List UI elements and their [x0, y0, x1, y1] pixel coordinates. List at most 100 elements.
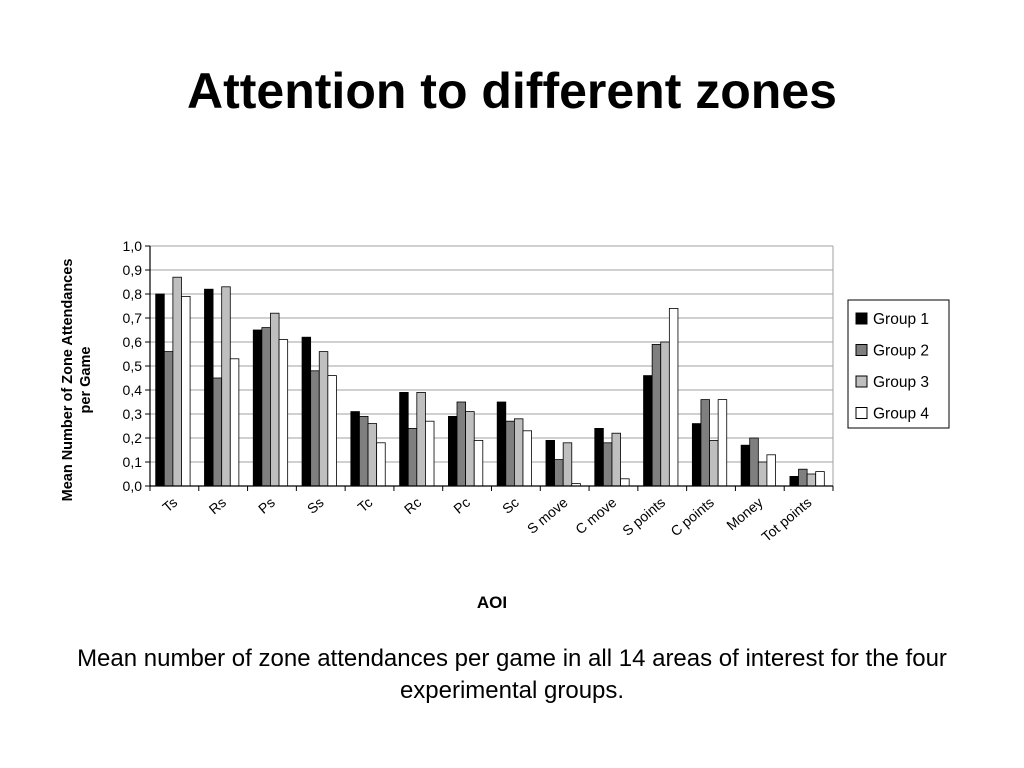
bar-group-1: [789, 475, 799, 487]
bar-group-3: [562, 442, 573, 487]
x-tick-label: S points: [619, 494, 668, 539]
bar-group-3: [367, 423, 378, 487]
y-tick-label: 0,9: [123, 262, 143, 278]
x-tick-label: Ps: [255, 494, 278, 517]
bar-group-1: [496, 401, 507, 487]
bar-chart: 0,0 0,1 0,2 0,3 0,4 0,5 0,6 0,7 0,8 0,9 1,0 Ts Rs Ps…: [60, 238, 950, 612]
bar-group-4: [181, 295, 191, 487]
bar-group-2: [749, 437, 759, 487]
bar-group-3: [172, 276, 182, 487]
bar-group-1: [594, 427, 604, 487]
y-tick-label: 0,2: [123, 430, 143, 446]
legend-label: Group 4: [873, 406, 929, 423]
bar-group-2: [407, 427, 418, 487]
bar-group-2: [359, 415, 369, 487]
y-tick-label: 1,0: [123, 238, 143, 254]
legend-label: Group 1: [873, 311, 929, 328]
bar-group-4: [278, 339, 289, 487]
bar-group-1: [545, 439, 555, 487]
chart-axes: [145, 245, 834, 491]
x-tick-label: Rs: [206, 494, 229, 517]
y-tick-label: 0,3: [123, 406, 143, 422]
y-tick-labels: 0,0 0,1 0,2 0,3 0,4 0,5 0,6 0,7 0,8 0,9 1,0: [123, 238, 143, 494]
bar-group-1: [252, 329, 263, 487]
legend-swatch: [855, 375, 868, 388]
bar-group-1: [399, 391, 409, 487]
bar-group-4: [327, 375, 337, 487]
legend-label: Group 2: [873, 343, 929, 360]
bar-group-3: [416, 391, 426, 487]
legend-swatch: [855, 344, 868, 356]
y-tick-label: 0,0: [123, 478, 143, 494]
bar-group-2: [163, 351, 174, 487]
y-tick-label: 0,7: [123, 310, 143, 326]
bar-group-1: [740, 444, 751, 487]
bar-group-2: [505, 420, 515, 487]
bar-group-3: [660, 341, 670, 487]
bar-group-2: [261, 327, 271, 487]
bar-group-2: [651, 343, 662, 487]
x-axis-label: AOI: [477, 593, 507, 612]
bar-group-4: [668, 307, 679, 487]
bar-group-4: [766, 454, 776, 487]
bar-group-4: [620, 478, 630, 487]
bar-group-1: [691, 423, 702, 487]
bar-group-3: [270, 312, 280, 487]
x-tick-label: C points: [667, 494, 717, 539]
slide-title: Attention to different zones: [187, 63, 837, 119]
y-tick-label: 0,4: [123, 382, 143, 398]
bar-group-4: [522, 430, 532, 487]
bar-group-3: [465, 411, 475, 487]
y-tick-label: 0,6: [123, 334, 143, 350]
bar-group-4: [815, 471, 825, 487]
bar-group-4: [425, 420, 435, 487]
bar-group-3: [709, 439, 719, 487]
legend-swatch: [855, 312, 868, 325]
slide-caption: Mean number of zone attendances per game…: [77, 645, 947, 704]
x-tick-label: Sc: [499, 494, 522, 517]
bar-group-2: [456, 401, 467, 487]
bar-group-1: [301, 336, 312, 487]
bar-group-3: [318, 351, 329, 487]
bar-group-3: [611, 432, 621, 487]
bar-group-2: [212, 377, 223, 487]
bar-group-1: [155, 293, 165, 487]
bar-group-3: [806, 473, 817, 487]
bar-group-3: [513, 418, 524, 487]
bar-group-4: [473, 439, 484, 487]
bar-group-1: [643, 375, 653, 487]
y-axis-label-line-2: per Game: [78, 347, 94, 414]
bar-group-2: [554, 459, 564, 487]
y-axis-label-line-1: Mean Number of Zone Attendances: [60, 259, 76, 502]
bar-group-2: [798, 468, 808, 487]
x-tick-labels: Ts Rs Ps Ss Tc Rc Pc Sc S move C move S points C po…: [159, 494, 814, 545]
x-tick-label: C move: [572, 494, 619, 537]
chart-gridlines: [150, 245, 834, 486]
bar-group-3: [757, 461, 768, 487]
y-tick-label: 0,1: [123, 454, 143, 470]
x-tick-label: Pc: [450, 494, 473, 517]
legend-label: Group 3: [873, 374, 929, 391]
x-tick-label: Ts: [159, 494, 180, 515]
x-tick-label: Tc: [354, 494, 375, 515]
bar-group-4: [229, 358, 240, 487]
bar-group-4: [717, 399, 728, 487]
y-tick-label: 0,8: [123, 286, 143, 302]
y-axis-label: Mean Number of Zone Attendances per Game: [60, 259, 94, 502]
bar-group-2: [700, 399, 710, 487]
bar-group-1: [350, 411, 360, 487]
bar-group-4: [376, 442, 386, 487]
bar-group-1: [448, 415, 458, 487]
x-tick-label: Rc: [401, 494, 424, 517]
chart-bars: [155, 276, 825, 487]
bar-group-2: [602, 442, 613, 487]
legend-swatch: [855, 407, 868, 419]
bar-group-1: [204, 288, 214, 487]
x-tick-label: S move: [524, 494, 571, 537]
x-tick-label: Ss: [304, 494, 327, 517]
y-tick-label: 0,5: [123, 358, 143, 374]
bar-group-3: [221, 286, 231, 487]
bar-group-2: [310, 370, 320, 487]
x-tick-label: Money: [723, 494, 765, 533]
x-tick-label: Tot points: [758, 494, 814, 545]
